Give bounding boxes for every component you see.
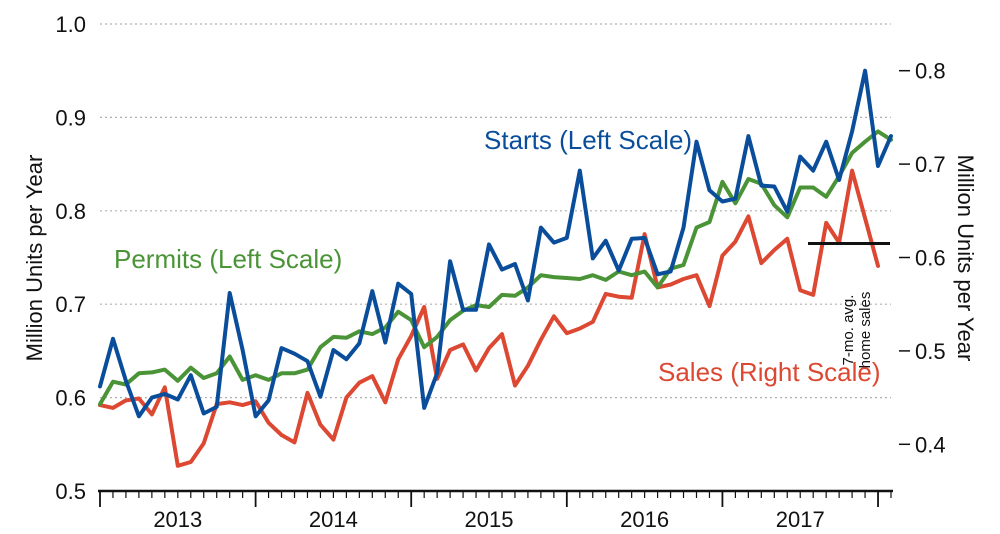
x-tick-label: 2014 [309,507,358,532]
left-tick-label: 0.9 [55,105,86,130]
right-tick-label: 0.8 [915,59,946,84]
x-axis: 2013 2014 2015 2016 2017 [98,489,893,532]
left-axis-ticks: 0.5 0.6 0.7 0.8 0.9 1.0 [55,12,86,504]
left-tick-label: 0.7 [55,292,86,317]
left-tick-label: 0.8 [55,199,86,224]
left-tick-label: 0.5 [55,479,86,504]
sales-series-label: Sales (Right Scale) [658,357,881,387]
sales-average-label-line2: home sales [857,292,874,369]
x-tick-label: 2017 [776,507,825,532]
starts-line [98,68,893,419]
x-tick-label: 2016 [620,507,669,532]
x-tick-label: 2013 [153,507,202,532]
right-tick-label: 0.7 [915,152,946,177]
x-tick-label: 2015 [465,507,514,532]
left-tick-label: 0.6 [55,386,86,411]
sales-average-annotation: 7-mo. avg. home sales [808,241,890,369]
right-tick-label: 0.6 [915,246,946,271]
permits-series-label: Permits (Left Scale) [114,244,342,274]
starts-series-label: Starts (Left Scale) [484,125,692,155]
sales-average-label-line1: 7-mo. avg. [840,295,857,366]
series-lines [98,68,893,468]
left-tick-label: 1.0 [55,12,86,37]
right-axis-ticks: 0.4 0.5 0.6 0.7 0.8 [899,59,946,457]
sales-line [98,168,880,468]
right-tick-label: 0.5 [915,339,946,364]
right-tick-label: 0.4 [915,432,946,457]
right-axis-title: Million Units per Year [953,155,978,362]
left-axis-title: Million Units per Year [22,155,47,362]
